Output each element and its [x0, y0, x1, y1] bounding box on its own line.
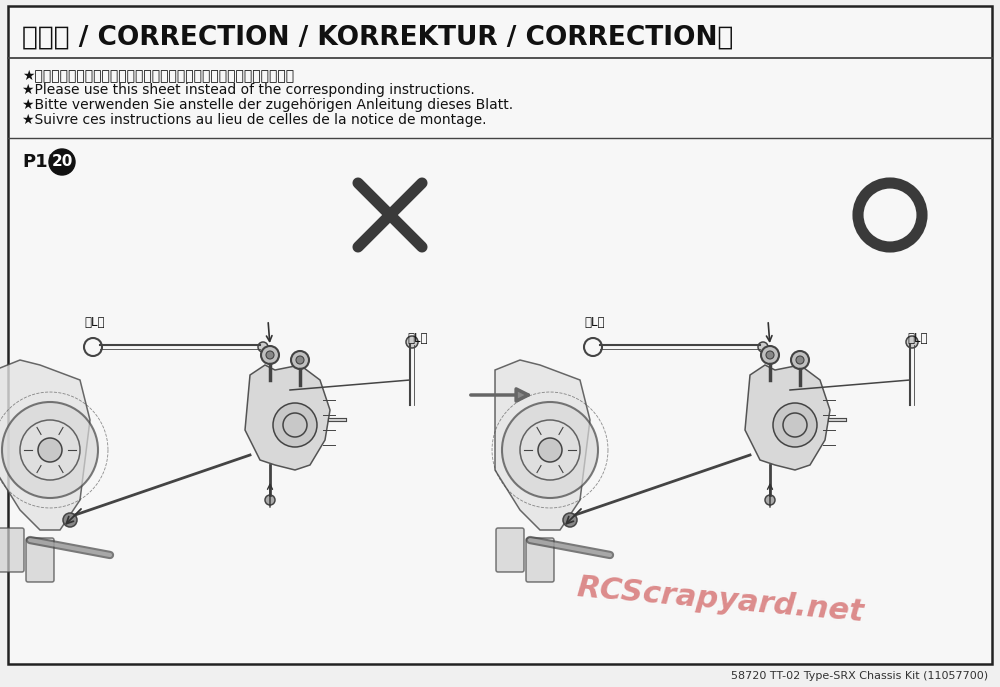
Text: 58720 TT-02 Type-SRX Chassis Kit (11057700): 58720 TT-02 Type-SRX Chassis Kit (110577… [731, 671, 988, 681]
FancyBboxPatch shape [26, 538, 54, 582]
Circle shape [765, 495, 775, 505]
Circle shape [49, 149, 75, 175]
Circle shape [520, 420, 580, 480]
FancyArrowPatch shape [481, 382, 527, 398]
Circle shape [766, 351, 774, 359]
Circle shape [2, 402, 98, 498]
Circle shape [773, 403, 817, 447]
Circle shape [761, 346, 779, 364]
Text: 《訂正 / CORRECTION / KORREKTUR / CORRECTION》: 《訂正 / CORRECTION / KORREKTUR / CORRECTIO… [22, 25, 733, 51]
Circle shape [296, 356, 304, 364]
Polygon shape [495, 360, 590, 530]
FancyBboxPatch shape [526, 538, 554, 582]
Circle shape [20, 420, 80, 480]
Text: P11: P11 [22, 153, 60, 171]
Text: ★説明書の記載に誤りがありました。訂正箇所は下記の様になります。: ★説明書の記載に誤りがありました。訂正箇所は下記の様になります。 [22, 68, 294, 82]
Circle shape [261, 346, 279, 364]
Circle shape [266, 351, 274, 359]
Circle shape [406, 336, 418, 348]
Text: 《L》: 《L》 [408, 332, 428, 344]
Circle shape [906, 336, 918, 348]
Text: ★Please use this sheet instead of the corresponding instructions.: ★Please use this sheet instead of the co… [22, 83, 475, 97]
FancyBboxPatch shape [8, 6, 992, 664]
Polygon shape [0, 360, 90, 530]
Text: ★Bitte verwenden Sie anstelle der zugehörigen Anleitung dieses Blatt.: ★Bitte verwenden Sie anstelle der zugehö… [22, 98, 513, 112]
Circle shape [63, 513, 77, 527]
Circle shape [563, 513, 577, 527]
Circle shape [265, 495, 275, 505]
Text: 20: 20 [51, 155, 73, 170]
Polygon shape [745, 365, 830, 470]
FancyBboxPatch shape [0, 528, 24, 572]
Polygon shape [245, 365, 330, 470]
Circle shape [758, 342, 768, 352]
Circle shape [502, 402, 598, 498]
Text: RCScrapyard.net: RCScrapyard.net [575, 573, 865, 627]
Circle shape [791, 351, 809, 369]
Text: ★Suivre ces instructions au lieu de celles de la notice de montage.: ★Suivre ces instructions au lieu de cell… [22, 113, 486, 127]
FancyBboxPatch shape [496, 528, 524, 572]
Circle shape [273, 403, 317, 447]
Circle shape [38, 438, 62, 462]
Circle shape [538, 438, 562, 462]
Circle shape [291, 351, 309, 369]
Text: 《L》: 《L》 [585, 317, 605, 330]
Text: 《L》: 《L》 [908, 332, 928, 344]
Circle shape [796, 356, 804, 364]
Circle shape [258, 342, 268, 352]
Text: 《L》: 《L》 [85, 317, 105, 330]
